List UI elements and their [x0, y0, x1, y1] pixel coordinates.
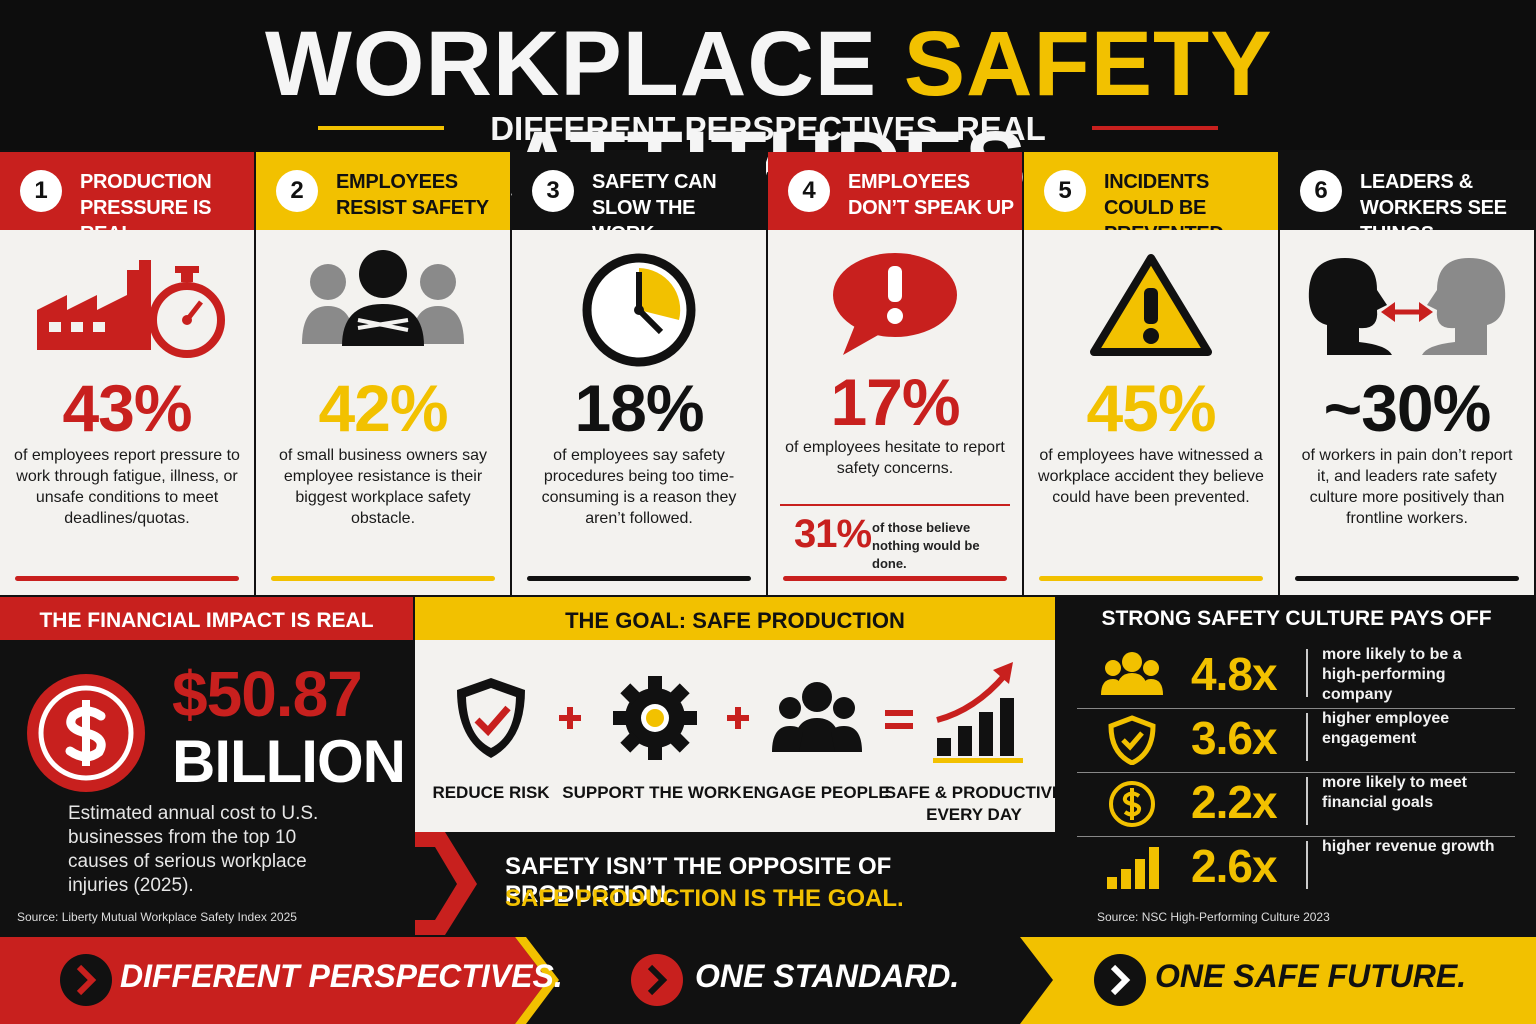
card-stat: 43%: [62, 371, 192, 445]
culture-panel: STRONG SAFETY CULTURE PAYS OFF Source: N…: [1057, 597, 1536, 935]
divider: [1306, 649, 1308, 697]
card-description: of employees hesitate to report safety c…: [785, 439, 1005, 477]
culture-source: Source: NSC High-Performing Culture 2023: [1097, 910, 1330, 924]
card: 4 EMPLOYEES DON’T SPEAK UP 17% of employee…: [768, 152, 1022, 595]
divider: [1306, 841, 1308, 889]
culture-icon: [1101, 651, 1163, 702]
goal-step-label: REDUCE RISK: [432, 783, 550, 802]
goal-panel: THE GOAL: SAFE PRODUCTION SAFETY ISN’T T…: [415, 597, 1063, 935]
card-sub-stat: 31%: [794, 512, 872, 556]
divider: [1306, 713, 1308, 761]
card-description: of small business owners say employee re…: [278, 447, 488, 527]
footer-text: DIFFERENT PERSPECTIVES.: [120, 958, 563, 994]
financial-description: Estimated annual cost to U.S. businesses…: [68, 803, 319, 896]
rule: [318, 126, 444, 130]
card-description: of employees report pressure to work thr…: [14, 447, 240, 527]
row-rule: [1077, 836, 1515, 837]
card-stat: 42%: [318, 371, 448, 445]
financial-panel: THE FINANCIAL IMPACT IS REAL $50.87 BILL…: [0, 597, 413, 935]
card-bar: [1039, 576, 1263, 581]
header: WORKPLACE SAFETY ATTITUDES DIFFERENT PER…: [0, 0, 1536, 214]
card-number: 3: [532, 170, 574, 212]
card-description: of workers in pain don’t report it, and …: [1301, 447, 1513, 527]
chevron: [415, 832, 477, 935]
culture-icon: [1101, 779, 1163, 834]
title-start: WORKPLACE: [265, 13, 878, 115]
goal-step-label: SUPPORT THE WORK: [562, 783, 742, 802]
card-icon: [768, 250, 1022, 360]
financial-source: Source: Liberty Mutual Workplace Safety …: [17, 910, 297, 924]
financial-amount: $50.87: [172, 658, 363, 730]
divider: [1306, 777, 1308, 825]
card-icon: [1024, 250, 1278, 360]
culture-text: higher employee engagement: [1322, 710, 1450, 747]
goal-tagline-highlight: SAFE PRODUCTION IS THE GOAL.: [505, 885, 904, 912]
card-header: 4 EMPLOYEES DON’T SPEAK UP: [768, 152, 1022, 230]
goal-step-label: ENGAGE PEOPLE: [742, 783, 890, 802]
culture-text: more likely to be a high-performing comp…: [1322, 646, 1462, 703]
card-number: 2: [276, 170, 318, 212]
card-description: of employees have witnessed a workplace …: [1038, 447, 1264, 506]
goal-tagline: SAFETY ISN’T THE OPPOSITE OF PRODUCTION.: [505, 853, 892, 908]
dollar-icon: [27, 674, 145, 792]
goal-body: [415, 640, 1055, 832]
row-rule: [1077, 772, 1515, 773]
card-description: of employees say safety procedures being…: [541, 447, 737, 527]
card-number: 1: [20, 170, 62, 212]
financial-unit: BILLION: [172, 728, 406, 795]
card-sub-text: of those believe nothing would be done.: [872, 520, 980, 571]
card-stat: 18%: [574, 371, 704, 445]
card-stat: 17%: [830, 365, 960, 439]
culture-icon: [1101, 843, 1163, 898]
card-stat: 45%: [1086, 371, 1216, 445]
card-stat: ~30%: [1323, 371, 1492, 445]
footer-text: ONE STANDARD.: [695, 958, 960, 994]
card-icon: [256, 250, 510, 350]
card-number: 6: [1300, 170, 1342, 212]
culture-value: 2.6x: [1191, 840, 1278, 892]
card-icon: [1280, 250, 1534, 360]
goal-heading: THE GOAL: SAFE PRODUCTION: [415, 597, 1055, 640]
card-bar: [271, 576, 495, 581]
card-icon: [512, 250, 766, 370]
card-bar: [527, 576, 751, 581]
footer-bands: [0, 937, 1536, 1024]
card-heading: EMPLOYEES RESIST SAFETY: [336, 171, 489, 219]
card-number: 5: [1044, 170, 1086, 212]
culture-value: 2.2x: [1191, 776, 1278, 828]
card-bar: [1295, 576, 1519, 581]
card-heading: EMPLOYEES DON’T SPEAK UP: [848, 171, 1014, 219]
footer-text: ONE SAFE FUTURE.: [1155, 958, 1467, 994]
goal-icons: [457, 662, 1023, 763]
culture-heading: STRONG SAFETY CULTURE PAYS OFF: [1101, 607, 1492, 630]
culture-text: higher revenue growth: [1322, 838, 1495, 855]
culture-value: 4.8x: [1191, 648, 1278, 700]
culture-text: more likely to meet financial goals: [1322, 774, 1467, 811]
card-bar: [783, 576, 1007, 581]
card: 2 EMPLOYEES RESIST SAFETY 42% of small bus…: [256, 152, 510, 595]
financial-heading: THE FINANCIAL IMPACT IS REAL: [0, 597, 413, 640]
card-number: 4: [788, 170, 830, 212]
title-highlight: SAFETY: [903, 13, 1271, 115]
divider: [780, 504, 1010, 506]
culture-value: 3.6x: [1191, 712, 1278, 764]
culture-icon: [1101, 715, 1163, 770]
goal-step-label: SAFE & PRODUCTIVE EVERY DAY: [884, 783, 1064, 824]
card-icon: [0, 250, 254, 360]
card-bar: [15, 576, 239, 581]
rule: [1092, 126, 1218, 130]
card-header: 2 EMPLOYEES RESIST SAFETY: [256, 152, 510, 230]
row-rule: [1077, 708, 1515, 709]
